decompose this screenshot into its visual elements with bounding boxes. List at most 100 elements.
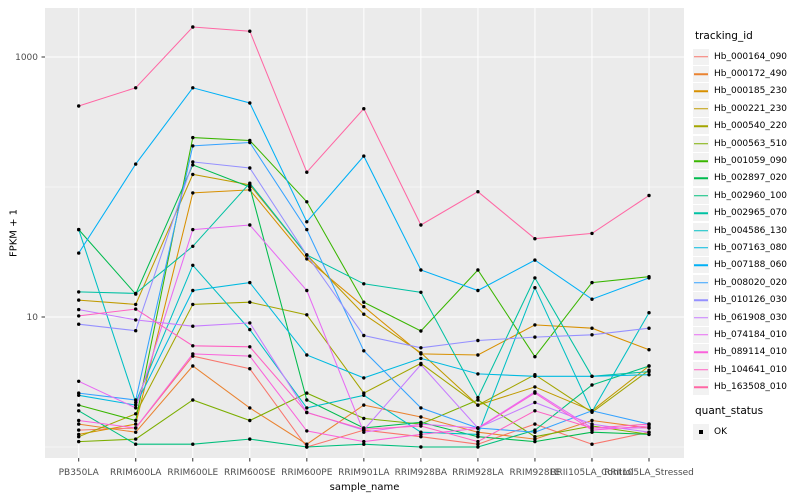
ok-point-marker-icon xyxy=(699,429,703,434)
legend-line-swatch xyxy=(694,160,708,162)
data-point xyxy=(533,439,537,444)
data-point xyxy=(533,286,537,290)
quant-status-legend-title: quant_status xyxy=(695,404,764,417)
data-point xyxy=(191,244,195,248)
data-point xyxy=(77,391,81,395)
data-point xyxy=(77,298,81,302)
data-point xyxy=(248,166,252,170)
legend-item-Hb_074184_010: Hb_074184_010 xyxy=(693,326,799,343)
legend-line-swatch xyxy=(694,386,708,388)
data-point xyxy=(191,25,195,29)
legend-line-swatch xyxy=(694,316,708,319)
legend-line-swatch xyxy=(694,142,708,145)
data-point xyxy=(248,354,252,358)
data-point xyxy=(134,291,138,296)
data-point xyxy=(533,374,537,378)
data-point xyxy=(77,439,81,444)
data-point xyxy=(305,445,309,449)
data-point xyxy=(476,398,480,402)
legend-key-box xyxy=(693,423,709,440)
legend-line-swatch xyxy=(694,177,708,180)
data-point xyxy=(191,442,195,446)
x-tick-label: RRIM600PE xyxy=(281,468,333,478)
data-point xyxy=(305,220,309,224)
data-point xyxy=(476,372,480,376)
data-point xyxy=(419,406,423,410)
data-point xyxy=(191,86,195,90)
data-point xyxy=(134,86,138,90)
data-point xyxy=(533,409,537,413)
data-point xyxy=(362,393,366,397)
data-point xyxy=(362,430,366,434)
data-point xyxy=(362,427,366,431)
data-point xyxy=(476,288,480,293)
data-point xyxy=(476,439,480,444)
legend-line-swatch xyxy=(694,73,708,75)
legend-key-box xyxy=(693,135,709,152)
data-point xyxy=(590,418,594,423)
x-axis-title: sample_name xyxy=(329,482,400,493)
legend-key-box xyxy=(693,66,709,83)
data-point xyxy=(362,416,366,421)
data-point xyxy=(77,418,81,423)
data-point xyxy=(134,162,138,166)
data-point xyxy=(77,403,81,407)
data-point xyxy=(590,231,594,236)
data-point xyxy=(419,445,423,449)
data-point xyxy=(134,406,138,410)
legend-item-Hb_089114_010: Hb_089114_010 xyxy=(693,344,799,361)
data-point xyxy=(134,403,138,407)
data-point xyxy=(248,321,252,325)
data-point xyxy=(647,373,651,377)
legend-key-box xyxy=(693,187,709,204)
data-point xyxy=(305,227,309,232)
legend-item-Hb_008020_020: Hb_008020_020 xyxy=(693,274,799,291)
data-point xyxy=(134,437,138,441)
legend: tracking_id Hb_000164_090 Hb_000172_490 Hb… xyxy=(693,30,799,440)
data-point xyxy=(476,403,480,407)
data-point xyxy=(647,193,651,198)
data-point xyxy=(305,410,309,415)
data-point xyxy=(362,305,366,309)
data-point xyxy=(533,258,537,262)
data-point xyxy=(476,445,480,449)
data-point xyxy=(248,300,252,304)
legend-item-label: Hb_007188_060 xyxy=(714,260,788,271)
data-point xyxy=(419,356,423,361)
data-point xyxy=(590,422,594,426)
legend-item-label: Hb_010126_030 xyxy=(714,295,788,306)
data-point xyxy=(590,333,594,337)
data-point xyxy=(134,307,138,311)
data-point xyxy=(305,398,309,402)
data-point xyxy=(191,344,195,348)
data-point xyxy=(305,257,309,261)
legend-line-swatch xyxy=(694,229,708,232)
data-point xyxy=(77,227,81,232)
legend-key-box xyxy=(693,379,709,396)
legend-item-Hb_007163_080: Hb_007163_080 xyxy=(693,239,799,256)
data-point xyxy=(533,323,537,327)
legend-item-Hb_000172_490: Hb_000172_490 xyxy=(693,65,799,83)
data-point xyxy=(134,398,138,402)
legend-item-label: OK xyxy=(714,426,727,437)
data-point xyxy=(533,435,537,439)
data-point xyxy=(77,379,81,383)
data-point xyxy=(647,311,651,315)
data-point xyxy=(134,302,138,307)
legend-key-box xyxy=(693,153,709,170)
data-point xyxy=(248,181,252,185)
data-point xyxy=(248,29,252,33)
data-point xyxy=(476,190,480,194)
data-point xyxy=(305,353,309,357)
data-point xyxy=(248,345,252,349)
data-point xyxy=(476,353,480,357)
tracking-id-legend-title: tracking_id xyxy=(695,30,753,42)
legend-item-ok: OK xyxy=(693,423,799,440)
data-point xyxy=(590,409,594,413)
legend-item-Hb_000185_230: Hb_000185_230 xyxy=(693,83,799,100)
legend-key-box xyxy=(693,83,709,100)
data-point xyxy=(191,191,195,195)
data-point xyxy=(191,227,195,232)
legend-item-label: Hb_001059_090 xyxy=(714,156,788,167)
data-point xyxy=(419,346,423,350)
